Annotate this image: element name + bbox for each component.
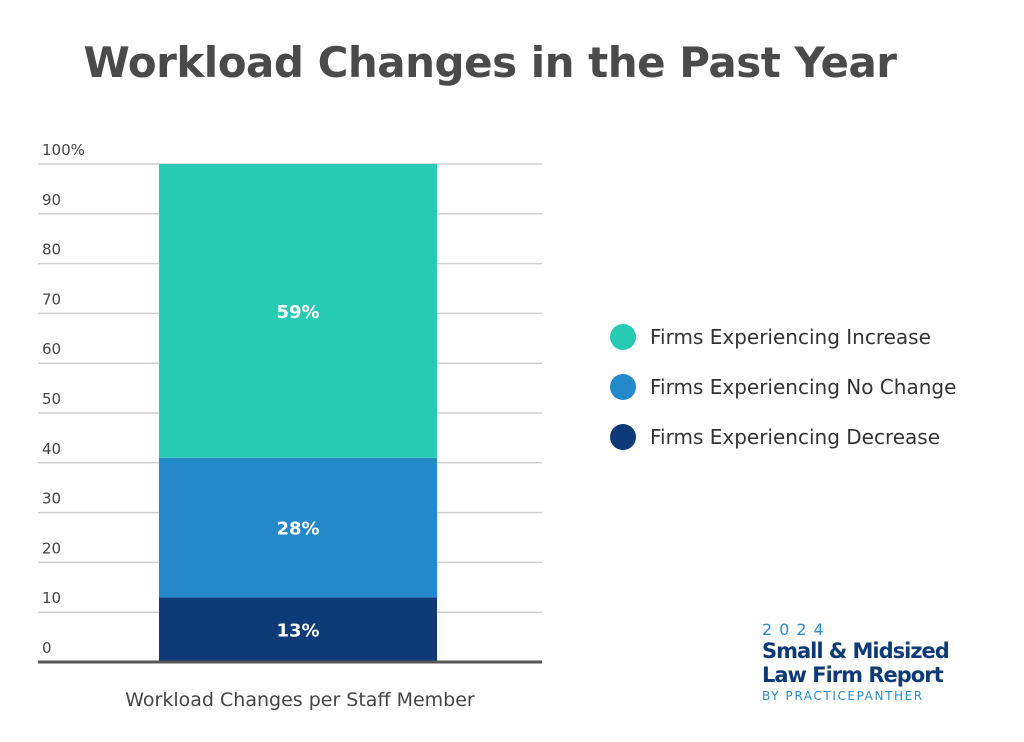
brand-title-line-2: Law Firm Report xyxy=(762,663,944,687)
data-label-firms-experiencing-no-change: 28% xyxy=(276,519,319,540)
legend-swatch-no-change xyxy=(610,374,636,400)
legend: Firms Experiencing Increase Firms Experi… xyxy=(610,312,956,462)
legend-label-decrease: Firms Experiencing Decrease xyxy=(650,425,941,449)
chart-title: Workload Changes in the Past Year xyxy=(83,38,897,87)
legend-item-increase: Firms Experiencing Increase xyxy=(610,312,956,362)
y-tick-label: 90 xyxy=(42,191,61,209)
y-tick-label: 80 xyxy=(42,241,61,259)
bar-stack xyxy=(159,164,437,662)
brand-year: 2024 xyxy=(762,620,831,639)
legend-label-increase: Firms Experiencing Increase xyxy=(650,325,931,349)
bar-segment-firms-experiencing-increase xyxy=(159,164,437,458)
bar-segment-firms-experiencing-decrease xyxy=(159,597,437,662)
x-axis-label: Workload Changes per Staff Member xyxy=(125,689,475,711)
y-tick-label: 10 xyxy=(42,589,61,607)
legend-swatch-increase xyxy=(610,324,636,350)
y-axis-ticks: 0 10 20 30 40 50 60 70 80 90 100% xyxy=(42,141,85,657)
y-tick-label: 100% xyxy=(42,141,85,159)
y-tick-label: 40 xyxy=(42,440,61,458)
y-tick-label: 60 xyxy=(42,340,61,358)
data-label-firms-experiencing-increase: 59% xyxy=(276,302,319,323)
legend-swatch-decrease xyxy=(610,424,636,450)
brand-byline: BY PRACTICEPANTHER xyxy=(762,689,924,703)
bar-segment-firms-experiencing-no-change xyxy=(159,457,437,598)
legend-label-no-change: Firms Experiencing No Change xyxy=(650,375,957,399)
legend-item-no-change: Firms Experiencing No Change xyxy=(610,362,956,412)
data-labels: 13% 28% 59% xyxy=(276,302,319,642)
y-tick-label: 70 xyxy=(42,290,61,308)
y-tick-label: 20 xyxy=(42,539,61,557)
y-tick-label: 0 xyxy=(42,639,52,657)
legend-item-decrease: Firms Experiencing Decrease xyxy=(610,412,956,462)
y-tick-label: 50 xyxy=(42,390,61,408)
data-label-firms-experiencing-decrease: 13% xyxy=(276,621,319,642)
brand-title-line-1: Small & Midsized xyxy=(762,639,950,663)
report-branding: 2024 Small & Midsized Law Firm Report BY… xyxy=(762,620,950,703)
y-tick-label: 30 xyxy=(42,490,61,508)
